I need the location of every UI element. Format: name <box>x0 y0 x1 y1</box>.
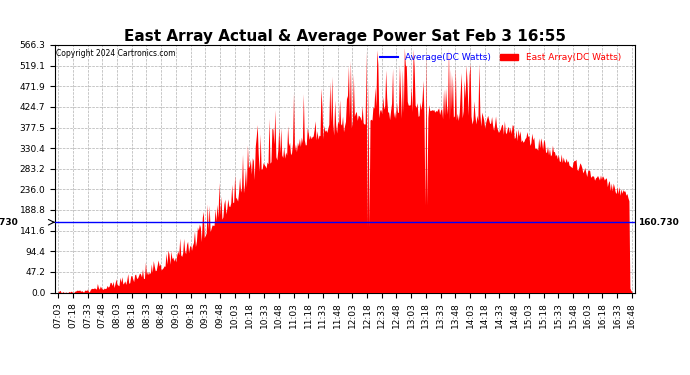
Legend: Average(DC Watts), East Array(DC Watts): Average(DC Watts), East Array(DC Watts) <box>377 50 624 66</box>
Title: East Array Actual & Average Power Sat Feb 3 16:55: East Array Actual & Average Power Sat Fe… <box>124 29 566 44</box>
Text: Copyright 2024 Cartronics.com: Copyright 2024 Cartronics.com <box>57 49 176 58</box>
Text: 160.730: 160.730 <box>638 218 678 227</box>
Text: 160.730: 160.730 <box>0 218 17 227</box>
